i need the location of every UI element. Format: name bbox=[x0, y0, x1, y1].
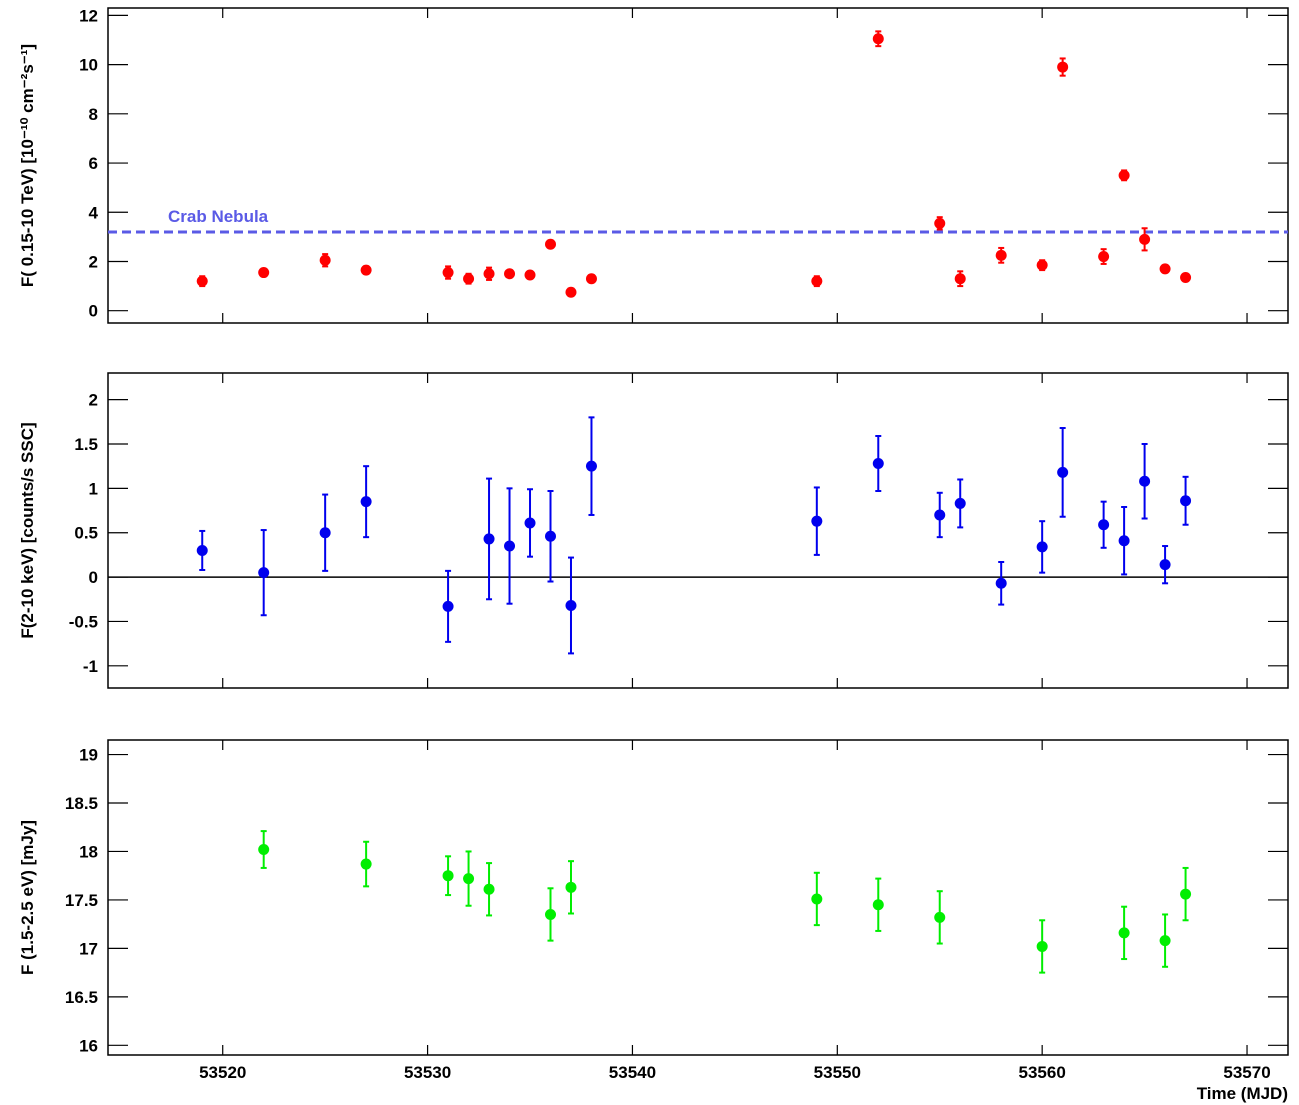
data-point bbox=[483, 883, 495, 895]
y-tick-label: 10 bbox=[79, 56, 98, 75]
data-point bbox=[1180, 495, 1192, 507]
data-point bbox=[585, 273, 597, 285]
data-point bbox=[565, 599, 577, 611]
data-point bbox=[483, 268, 495, 280]
data-point bbox=[954, 273, 966, 285]
data-point bbox=[442, 600, 454, 612]
plot-frame bbox=[107, 739, 1289, 1056]
data-point bbox=[934, 509, 946, 521]
y-tick-label: 0 bbox=[89, 302, 98, 321]
y-tick-label: -0.5 bbox=[69, 612, 98, 631]
x-axis-title: Time (MJD) bbox=[1197, 1084, 1288, 1103]
data-point bbox=[565, 286, 577, 298]
data-point bbox=[258, 844, 270, 856]
data-point bbox=[1036, 259, 1048, 271]
data-point bbox=[565, 881, 577, 893]
reference-label: Crab Nebula bbox=[168, 207, 269, 226]
data-point bbox=[524, 269, 536, 281]
x-tick-label: 53520 bbox=[199, 1063, 246, 1082]
data-point bbox=[872, 899, 884, 911]
y-tick-label: 6 bbox=[89, 154, 98, 173]
y-tick-label: 4 bbox=[89, 203, 99, 222]
data-point bbox=[811, 515, 823, 527]
y-tick-label: 16 bbox=[79, 1036, 98, 1055]
data-point bbox=[463, 273, 475, 285]
data-point bbox=[1118, 535, 1130, 547]
data-point bbox=[1159, 935, 1171, 947]
y-axis-title: F( 0.15-10 TeV) [10⁻¹⁰ cm⁻²s⁻¹] bbox=[18, 44, 37, 287]
y-tick-label: 2 bbox=[89, 391, 98, 410]
y-tick-label: 12 bbox=[79, 6, 98, 25]
data-point bbox=[1118, 169, 1130, 181]
data-point bbox=[1159, 559, 1171, 571]
data-point bbox=[1098, 519, 1110, 531]
data-point bbox=[319, 527, 331, 539]
data-point bbox=[360, 264, 372, 276]
data-point bbox=[872, 33, 884, 45]
y-tick-label: 18.5 bbox=[65, 794, 98, 813]
data-point bbox=[1098, 251, 1110, 263]
y-tick-label: 17.5 bbox=[65, 891, 98, 910]
data-point bbox=[1036, 541, 1048, 553]
y-tick-label: 0 bbox=[89, 568, 98, 587]
data-point bbox=[1057, 466, 1069, 478]
data-point bbox=[1180, 271, 1192, 283]
data-point bbox=[811, 275, 823, 287]
y-tick-label: 1 bbox=[89, 479, 98, 498]
data-point bbox=[545, 908, 556, 920]
data-point bbox=[360, 496, 372, 508]
data-point bbox=[1180, 888, 1192, 900]
y-tick-label: 2 bbox=[89, 252, 98, 271]
data-point bbox=[1139, 233, 1151, 245]
data-point bbox=[463, 873, 475, 885]
data-point bbox=[545, 238, 556, 250]
data-point bbox=[442, 870, 454, 882]
y-tick-label: 16.5 bbox=[65, 988, 98, 1007]
data-point bbox=[995, 249, 1007, 261]
x-tick-label: 53560 bbox=[1019, 1063, 1066, 1082]
data-point bbox=[319, 254, 331, 266]
data-point bbox=[1139, 475, 1151, 487]
data-point bbox=[872, 458, 884, 470]
data-point bbox=[360, 858, 372, 870]
data-point bbox=[811, 893, 823, 905]
data-point bbox=[1036, 940, 1048, 952]
data-point bbox=[995, 577, 1007, 589]
data-point bbox=[934, 217, 946, 229]
data-point bbox=[258, 267, 270, 279]
y-tick-label: 19 bbox=[79, 746, 98, 765]
data-point bbox=[442, 267, 454, 279]
data-point bbox=[504, 540, 516, 552]
y-tick-label: 1.5 bbox=[74, 435, 98, 454]
data-point bbox=[545, 530, 556, 542]
data-point bbox=[1057, 61, 1069, 73]
data-point bbox=[524, 517, 536, 529]
y-tick-label: -1 bbox=[83, 657, 98, 676]
x-tick-label: 53550 bbox=[814, 1063, 861, 1082]
data-point bbox=[196, 275, 208, 287]
data-point bbox=[504, 268, 516, 280]
data-point bbox=[585, 460, 597, 472]
x-tick-label: 53530 bbox=[404, 1063, 451, 1082]
data-point bbox=[196, 544, 208, 556]
y-tick-label: 8 bbox=[89, 105, 98, 124]
data-point bbox=[954, 497, 966, 509]
data-point bbox=[1159, 263, 1171, 275]
y-tick-label: 0.5 bbox=[74, 524, 98, 543]
y-tick-label: 18 bbox=[79, 842, 98, 861]
data-point bbox=[1118, 927, 1130, 939]
plot-frame bbox=[107, 7, 1289, 324]
x-tick-label: 53570 bbox=[1223, 1063, 1270, 1082]
y-axis-title: F (1.5-2.5 eV) [mJy] bbox=[18, 820, 37, 975]
plot-frame bbox=[107, 372, 1289, 689]
data-point bbox=[483, 533, 495, 545]
y-axis-title: F(2-10 keV) [counts/s SSC] bbox=[18, 422, 37, 638]
data-point bbox=[258, 567, 270, 579]
data-point bbox=[934, 911, 946, 923]
x-tick-label: 53540 bbox=[609, 1063, 656, 1082]
y-tick-label: 17 bbox=[79, 939, 98, 958]
